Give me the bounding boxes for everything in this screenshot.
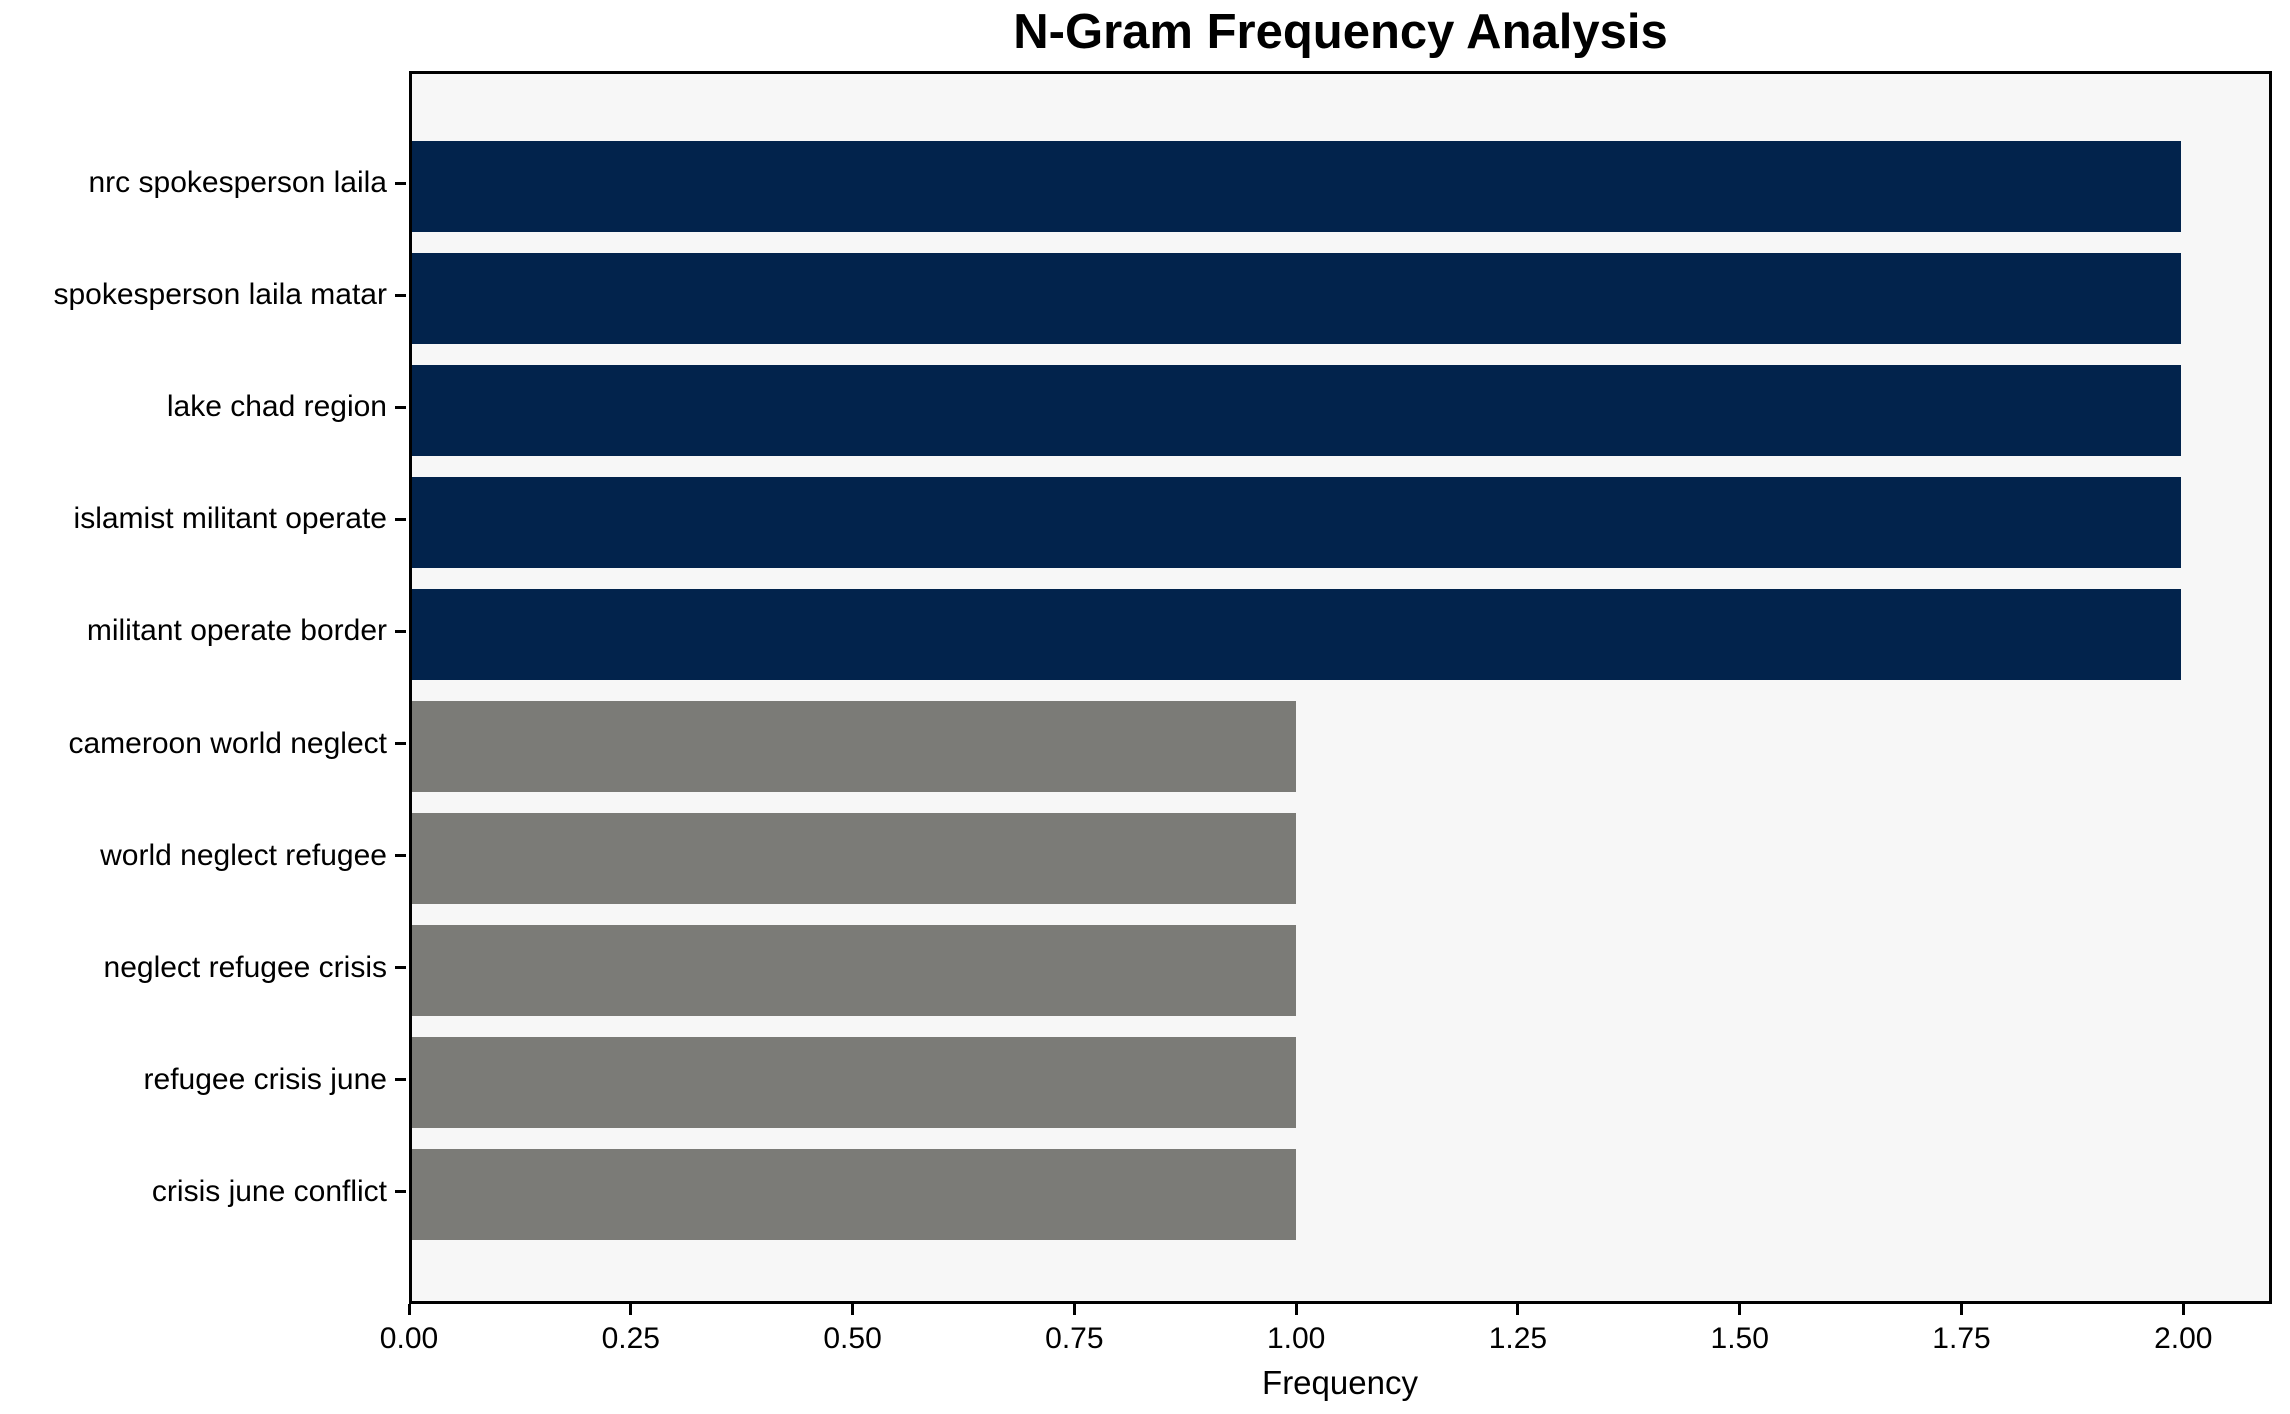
x-tick-mark (1738, 1304, 1742, 1315)
y-tick-label: spokesperson laila matar (53, 278, 387, 312)
y-tick-mark (395, 517, 406, 521)
x-tick-label: 1.00 (1266, 1322, 1326, 1355)
x-tick-label: 0.00 (379, 1322, 439, 1355)
y-tick-mark (395, 293, 406, 297)
y-tick-label: lake chad region (166, 390, 387, 424)
y-tick-mark (395, 854, 406, 858)
x-tick-label: 0.50 (823, 1322, 882, 1355)
y-tick-mark (395, 629, 406, 633)
x-tick-label: 0.75 (1045, 1322, 1104, 1355)
chart-title: N-Gram Frequency Analysis (1013, 5, 1668, 59)
y-tick-label: cameroon world neglect (68, 726, 387, 760)
bar-spokesperson-laila-matar (412, 252, 2181, 344)
bar-militant-operate-border (412, 588, 2181, 680)
bar-world-neglect-refugee (412, 813, 1297, 905)
x-tick-mark (1516, 1304, 1520, 1315)
x-tick-label: 2.00 (2154, 1322, 2213, 1355)
y-tick-mark (395, 966, 406, 970)
x-tick-mark (2181, 1304, 2185, 1315)
x-tick-label: 1.50 (1710, 1322, 1769, 1355)
bar-crisis-june-conflict (412, 1149, 1297, 1241)
x-tick-mark (1294, 1304, 1298, 1315)
x-tick-mark (629, 1304, 633, 1315)
y-tick-label: nrc spokesperson laila (88, 166, 388, 200)
x-axis-title: Frequency (1262, 1364, 1418, 1401)
x-tick-label: 1.25 (1488, 1322, 1548, 1355)
bar-nrc-spokesperson-laila (412, 140, 2181, 232)
y-tick-label: neglect refugee crisis (103, 950, 387, 984)
y-tick-label: islamist militant operate (73, 502, 387, 536)
x-tick-label: 1.75 (1932, 1322, 1991, 1355)
x-tick-mark (1072, 1304, 1076, 1315)
y-tick-mark (395, 742, 406, 746)
y-tick-mark (395, 1190, 406, 1194)
y-tick-label: militant operate border (86, 614, 387, 648)
y-tick-mark (395, 181, 406, 185)
bar-islamist-militant-operate (412, 476, 2181, 568)
bar-refugee-crisis-june (412, 1037, 1297, 1129)
x-tick-mark (1960, 1304, 1963, 1315)
y-tick-mark (395, 405, 406, 409)
y-tick-mark (395, 1078, 406, 1082)
y-tick-label: world neglect refugee (100, 838, 387, 872)
y-tick-label: refugee crisis june (143, 1062, 387, 1096)
plot-area (409, 71, 2272, 1304)
bar-cameroon-world-neglect (412, 701, 1297, 793)
y-tick-label: crisis june conflict (151, 1174, 387, 1208)
bar-lake-chad-region (412, 364, 2181, 456)
x-tick-mark (407, 1304, 411, 1315)
x-tick-label: 0.25 (601, 1322, 660, 1355)
x-tick-mark (851, 1304, 855, 1315)
bar-neglect-refugee-crisis (412, 925, 1297, 1017)
